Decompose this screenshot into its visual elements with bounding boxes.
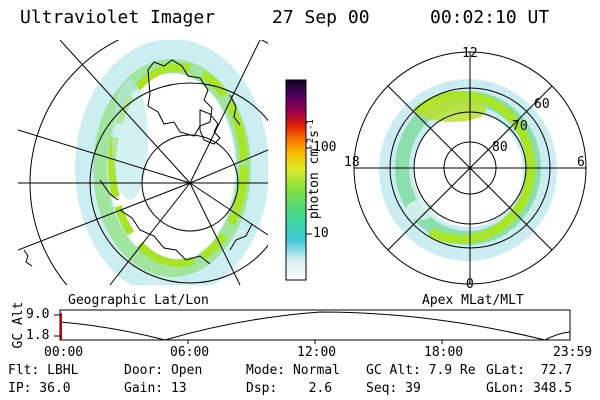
mlt-label-12: 12 <box>462 46 478 61</box>
left-panel-caption: Geographic Lat/Lon <box>68 293 209 308</box>
glon-status: GLon: 348.5 <box>486 381 573 396</box>
time-label: 00:02:10 UT <box>430 7 550 28</box>
aurora-oval-outer <box>75 40 268 285</box>
right-panel-caption: Apex MLat/MLT <box>422 293 524 308</box>
seq-status: Seq: 39 <box>366 381 421 396</box>
glat-status: GLat: 72.7 <box>486 363 573 378</box>
dsp-status: Dsp: 2.6 <box>246 381 333 396</box>
altitude-ylabel: GC Alt <box>11 301 26 349</box>
mlat-label-80: 80 <box>492 140 508 155</box>
door-status: Door: Open <box>124 363 203 378</box>
gcalt-status: GC Alt: 7.9 Re <box>366 363 476 378</box>
colorbar-units: photon cm-2s-1 <box>305 119 323 220</box>
xtick-2359: 23:59 <box>553 345 593 360</box>
altitude-plot-frame <box>59 309 571 341</box>
instrument-title: Ultraviolet Imager <box>20 7 216 28</box>
aurora-patch <box>112 80 148 200</box>
ip-status: IP: 36.0 <box>8 381 71 396</box>
date-label: 27 Sep 00 <box>272 7 370 28</box>
colorbar-label-10: 10 <box>313 226 329 241</box>
xtick-0000: 00:00 <box>44 345 84 360</box>
mlt-label-6: 6 <box>577 155 585 170</box>
coastlines <box>23 59 253 267</box>
colorbar <box>285 79 307 281</box>
xtick-0600: 06:00 <box>170 345 210 360</box>
altitude-curve <box>59 311 571 341</box>
mlt-label-0: 0 <box>466 277 474 292</box>
mlt-label-18: 18 <box>344 155 360 170</box>
polar-grid <box>353 51 587 285</box>
mlat-label-60: 60 <box>534 97 550 112</box>
filter-status: Flt: LBHL <box>8 363 79 378</box>
xtick-1800: 18:00 <box>424 345 464 360</box>
altitude-plot <box>54 309 571 344</box>
gain-status: Gain: 13 <box>124 381 187 396</box>
altitude-ytick-low: 1.8 <box>26 328 50 343</box>
mode-status: Mode: Normal <box>246 363 340 378</box>
colorbar-label-100: 100 <box>313 140 337 155</box>
geographic-map <box>18 40 268 285</box>
xtick-1200: 12:00 <box>297 345 337 360</box>
altitude-ytick-high: 9.0 <box>26 307 50 322</box>
aurora-oval-bright <box>108 63 248 267</box>
mlat-label-70: 70 <box>512 119 528 134</box>
